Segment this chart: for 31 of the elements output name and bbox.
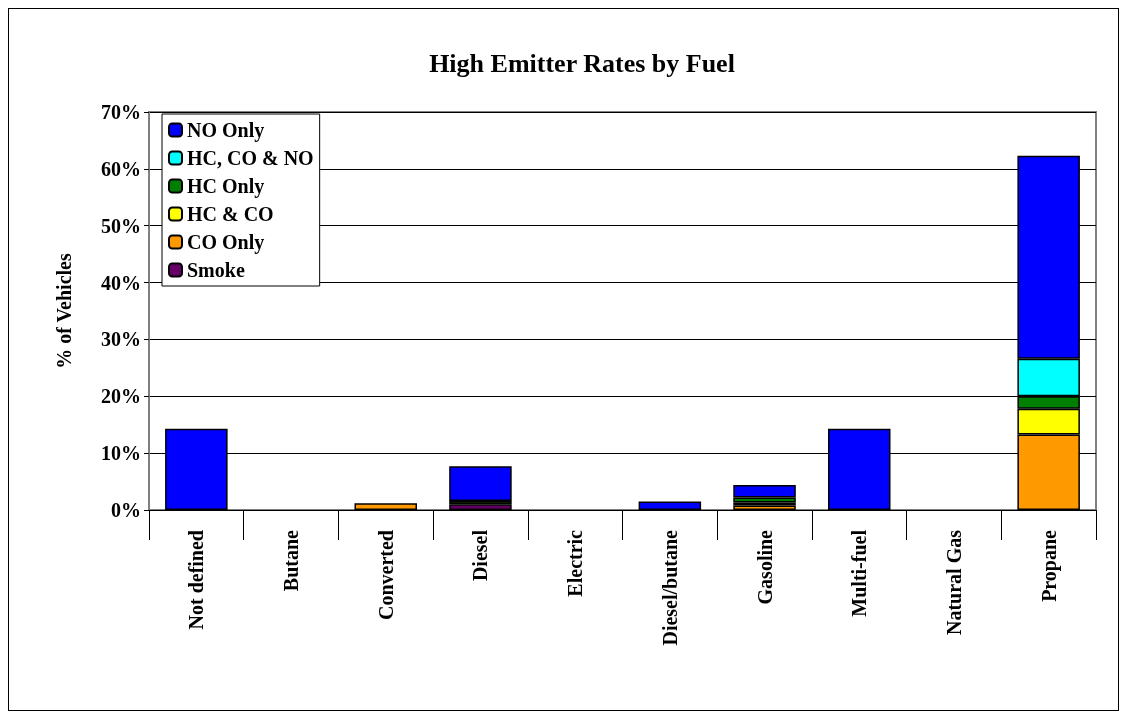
bar <box>449 504 512 510</box>
x-tick-label: Multi-fuel <box>848 529 871 617</box>
x-tick-label: Not defined <box>185 530 208 630</box>
x-tick-label: Electric <box>564 529 587 597</box>
bar <box>638 501 702 510</box>
bar <box>449 466 512 501</box>
y-tick-label: 70% <box>101 101 141 123</box>
legend-label: HC, CO & NO <box>187 147 314 169</box>
legend-label: HC & CO <box>187 203 274 225</box>
y-tick-label: 40% <box>101 271 141 294</box>
chart-title: High Emitter Rates by Fuel <box>429 48 735 78</box>
bar <box>733 505 796 510</box>
x-tick-label: Natural Gas <box>942 529 965 635</box>
legend-label: NO Only <box>187 119 265 142</box>
x-tick-label: Propane <box>1037 529 1061 602</box>
y-tick-label: 20% <box>101 385 141 408</box>
y-tick-label: 0% <box>111 499 141 521</box>
y-tick-label: 50% <box>101 214 141 237</box>
bar <box>354 503 417 510</box>
y-axis-title: % of Vehicles <box>53 253 75 369</box>
x-tick-label: Diesel <box>469 529 492 582</box>
x-tick-label: Butane <box>280 529 303 592</box>
y-tick-label: 10% <box>101 442 141 465</box>
x-tick-label: Converted <box>374 530 397 620</box>
legend-label: HC Only <box>187 175 265 198</box>
x-tick-label: Diesel/butane <box>658 529 681 646</box>
legend-label: CO Only <box>187 231 265 254</box>
x-tick-label: Gasoline <box>753 529 776 605</box>
y-tick-label: 60% <box>101 157 141 180</box>
y-tick-label: 30% <box>101 328 141 351</box>
legend-label: Smoke <box>187 259 245 281</box>
